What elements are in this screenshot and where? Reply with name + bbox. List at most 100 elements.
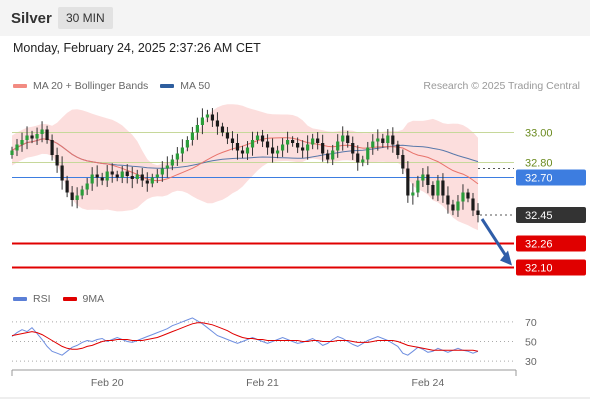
candle-42 bbox=[220, 122, 225, 137]
candle-body bbox=[30, 135, 34, 139]
legend-swatch-9ma bbox=[62, 297, 77, 301]
level-last-3-label-bg bbox=[516, 207, 586, 223]
candle-body bbox=[386, 135, 390, 143]
candle-17 bbox=[95, 165, 99, 187]
candle-43 bbox=[225, 126, 230, 145]
candle-89 bbox=[456, 195, 460, 217]
ma20-line bbox=[11, 137, 479, 185]
candle-body bbox=[150, 177, 154, 184]
candle-body bbox=[65, 180, 69, 193]
legend-swatch-rsi bbox=[13, 297, 27, 301]
rsi-tick-30: 30 bbox=[525, 356, 537, 368]
candle-body bbox=[466, 192, 470, 199]
candle-body bbox=[105, 171, 109, 181]
candle-body bbox=[70, 192, 74, 200]
legend-label-9ma: 9MA bbox=[82, 293, 105, 305]
candle-11 bbox=[65, 175, 69, 198]
candle-body bbox=[220, 126, 225, 133]
candle-41 bbox=[215, 112, 220, 135]
candle-86 bbox=[441, 173, 445, 203]
candle-body bbox=[75, 195, 79, 200]
candle-body bbox=[270, 147, 275, 154]
rsi-tick-70: 70 bbox=[525, 317, 537, 329]
candle-45 bbox=[235, 133, 240, 160]
candle-body bbox=[210, 114, 215, 121]
candle-64 bbox=[331, 144, 335, 166]
price-legend: MA 20 + Bollinger Bands MA 50 bbox=[13, 80, 222, 92]
candle-21 bbox=[115, 170, 119, 182]
bollinger-band-area bbox=[12, 104, 478, 231]
candle-body bbox=[215, 120, 220, 127]
candle-body bbox=[155, 174, 159, 178]
candle-body bbox=[411, 192, 415, 196]
candle-body bbox=[301, 147, 305, 151]
candle-67 bbox=[346, 130, 350, 148]
candle-22 bbox=[120, 165, 124, 184]
candle-body bbox=[60, 165, 64, 181]
candle-76 bbox=[391, 127, 395, 153]
candle-65 bbox=[336, 134, 340, 158]
candle-30 bbox=[160, 161, 164, 182]
candle-44 bbox=[230, 131, 235, 151]
candle-body bbox=[15, 144, 19, 151]
candle-body bbox=[371, 141, 375, 148]
candle-body bbox=[180, 147, 184, 154]
candle-20 bbox=[110, 163, 114, 183]
candle-47 bbox=[245, 141, 250, 160]
research-credit: Research © 2025 Trading Central bbox=[423, 80, 580, 92]
level-support-5-label: 32.10 bbox=[525, 263, 553, 275]
candle-body bbox=[255, 135, 260, 140]
candle-body bbox=[130, 176, 134, 179]
candle-56 bbox=[291, 136, 295, 147]
level-resistance-0-label: 33.00 bbox=[525, 128, 553, 140]
candle-33 bbox=[175, 147, 179, 166]
candle-93 bbox=[476, 203, 480, 223]
candle-body bbox=[40, 129, 44, 134]
candle-18 bbox=[100, 172, 104, 186]
candle-body bbox=[240, 150, 245, 154]
candle-35 bbox=[185, 136, 189, 152]
candle-55 bbox=[285, 131, 290, 153]
candle-40 bbox=[210, 108, 215, 127]
candle-body bbox=[25, 135, 29, 140]
candle-body bbox=[20, 140, 24, 145]
candle-body bbox=[145, 180, 149, 184]
candle-74 bbox=[381, 133, 385, 148]
rsi-line bbox=[11, 317, 479, 356]
candle-23 bbox=[125, 164, 129, 184]
interval-button[interactable]: 30 MIN bbox=[58, 7, 113, 29]
candle-body bbox=[110, 171, 114, 175]
candle-34 bbox=[180, 139, 184, 162]
candle-54 bbox=[280, 138, 285, 157]
candle-12 bbox=[70, 186, 74, 207]
candle-60 bbox=[311, 133, 315, 150]
projection-arrow bbox=[480, 218, 512, 266]
level-support-5-label-bg bbox=[516, 259, 586, 276]
candle-90 bbox=[461, 184, 465, 210]
candle-8 bbox=[50, 134, 54, 161]
x-tick-label-1: Feb 21 bbox=[246, 377, 279, 389]
candle-body bbox=[225, 132, 230, 139]
candle-66 bbox=[341, 126, 345, 151]
candle-body bbox=[381, 138, 385, 143]
x-tick-label-0: Feb 20 bbox=[91, 377, 124, 389]
candle-body bbox=[321, 143, 325, 154]
instrument-title: Silver bbox=[11, 10, 52, 27]
candle-body bbox=[125, 171, 129, 176]
candle-body bbox=[436, 180, 440, 196]
legend-item-rsi: RSI bbox=[13, 293, 51, 305]
level-resistance-1-label: 32.80 bbox=[525, 158, 553, 170]
candle-body bbox=[441, 180, 445, 196]
candle-10 bbox=[60, 156, 64, 190]
candle-37 bbox=[195, 117, 199, 140]
candle-82 bbox=[421, 168, 425, 187]
candle-body bbox=[326, 153, 330, 160]
candle-13 bbox=[75, 187, 79, 209]
legend-swatch-ma20 bbox=[13, 84, 27, 88]
candle-68 bbox=[351, 136, 355, 160]
candle-body bbox=[376, 138, 380, 142]
candle-body bbox=[170, 159, 174, 166]
level-support-4-label-bg bbox=[516, 235, 586, 252]
rsi-panel: 30 50 70 bbox=[11, 317, 537, 368]
candle-body bbox=[351, 143, 355, 154]
